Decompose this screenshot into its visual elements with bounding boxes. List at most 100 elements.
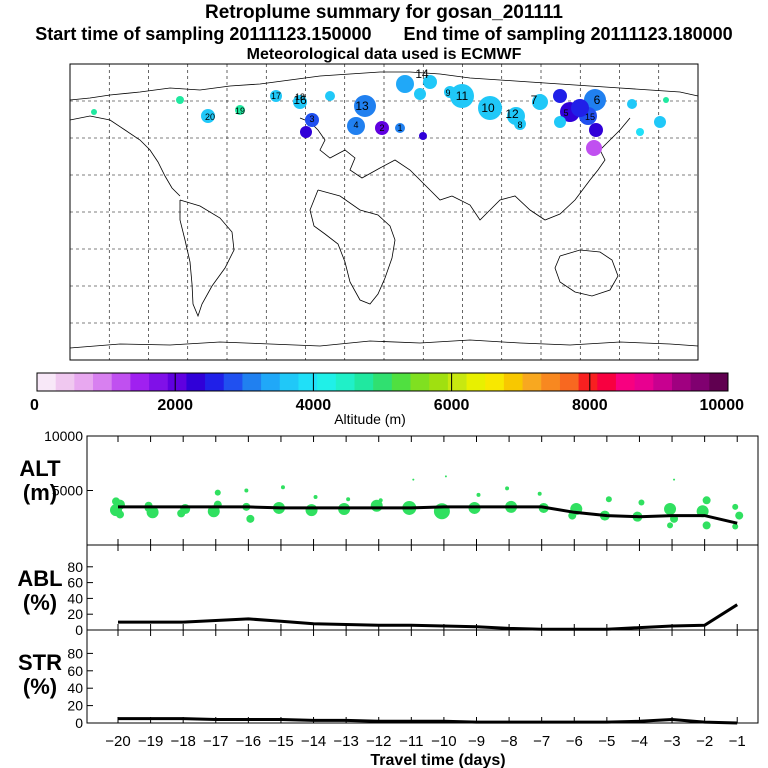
colorbar-swatch: [466, 373, 486, 391]
colorbar-label: Altitude (m): [334, 411, 406, 427]
x-tick-label: −11: [399, 733, 423, 750]
alt-series-line: [118, 505, 738, 525]
alt-scatter-point: [444, 475, 447, 478]
x-axis-label: Travel time (days): [370, 752, 505, 768]
colorbar-swatch: [111, 373, 131, 391]
y-axis-label: ALT: [19, 456, 61, 481]
alt-scatter-point: [280, 485, 285, 490]
plume-label: 15: [585, 112, 595, 122]
colorbar-swatch: [485, 373, 505, 391]
colorbar-tick-label: 8000: [572, 397, 608, 414]
colorbar-swatch: [429, 373, 449, 391]
plume-label: 12: [505, 107, 519, 121]
alt-scatter-point: [664, 503, 677, 516]
plume-label: 13: [355, 99, 369, 113]
plume-marker: [235, 105, 245, 115]
plume-marker: [663, 97, 669, 103]
colorbar-swatches: [37, 373, 729, 391]
colorbar-swatch: [261, 373, 281, 391]
x-tick-label: −14: [301, 733, 326, 750]
plume-marker: [444, 86, 456, 98]
x-tick-label: −9: [468, 733, 485, 750]
alt-scatter-point: [667, 522, 674, 529]
alt-scatter-point: [537, 491, 542, 496]
colorbar-swatch: [130, 373, 150, 391]
panel-alt: 5000 10000 ALT(m): [19, 428, 759, 546]
plume-marker: [375, 121, 389, 135]
x-tick-label: −8: [501, 733, 518, 750]
panel-frame: [86, 544, 759, 631]
colorbar-swatch: [671, 373, 692, 391]
x-tick-label: −6: [566, 733, 583, 750]
x-tick-label: −16: [236, 733, 261, 750]
plume-marker: [589, 123, 603, 137]
y-axis-label: STR: [18, 650, 62, 675]
alt-scatter-point: [673, 478, 676, 481]
plume-label: 14: [415, 67, 429, 81]
alt-scatter-point: [177, 509, 186, 518]
colorbar-tick-label: 6000: [434, 397, 470, 414]
plume-marker: [553, 89, 567, 103]
y-tick-label: 60: [67, 663, 83, 679]
y-axis-label: (%): [23, 674, 57, 699]
y-tick-label: 20: [67, 698, 83, 714]
colorbar-swatch: [186, 373, 206, 391]
plume-marker: [450, 84, 474, 108]
y-tick-label: 40: [67, 680, 83, 696]
plume-marker: [396, 75, 414, 93]
alt-scatter-point: [702, 496, 711, 505]
colorbar-tick-label: 2000: [157, 397, 193, 414]
colorbar-swatch: [597, 373, 617, 391]
colorbar-swatch: [410, 373, 430, 391]
colorbar-swatch: [634, 373, 654, 391]
colorbar-swatch: [167, 373, 187, 391]
time-series-panels: 500010000ALT(m)020406080ABL(%)020406080S…: [17, 428, 759, 768]
x-tick-label: −15: [268, 733, 293, 750]
colorbar-tick-label: 10000: [700, 397, 745, 414]
colorbar-swatch: [298, 373, 318, 391]
plume-label: 17: [271, 91, 281, 101]
colorbar-swatch: [447, 373, 467, 391]
y-tick-label: 80: [67, 559, 83, 575]
y-tick-label: 80: [67, 645, 83, 661]
coast-australia: [554, 249, 619, 297]
plume-label: 2: [379, 123, 384, 133]
colorbar-swatch: [354, 373, 374, 391]
plume-label: 3: [309, 114, 314, 124]
alt-scatter-point: [638, 499, 645, 506]
alt-scatter-point: [214, 489, 221, 496]
coast-n-america: [69, 115, 181, 197]
colorbar-tick-label: 0: [30, 397, 39, 414]
plume-label: 9: [445, 88, 450, 98]
y-axis-label: ABL: [17, 566, 62, 591]
plume-label: 18: [295, 92, 305, 102]
plume-marker: [584, 89, 606, 111]
colorbar: 0 2000 4000 6000 8000 10000 Altitude (m): [30, 372, 745, 427]
plume-marker: [586, 140, 602, 156]
x-tick-label: −19: [138, 733, 163, 750]
plume-label: 6: [594, 93, 601, 107]
colorbar-swatch: [653, 373, 673, 391]
x-tick-label: −18: [170, 733, 195, 750]
colorbar-swatch: [317, 373, 337, 391]
panel-frame: [86, 435, 759, 546]
plume-marker: [395, 123, 405, 133]
alt-scatter-point: [605, 496, 612, 503]
alt-scatter-point: [702, 521, 711, 530]
plume-marker: [414, 88, 426, 100]
x-tick-label: −5: [598, 733, 615, 750]
y-tick-label: 40: [67, 590, 83, 606]
x-tick-label: −12: [366, 733, 391, 750]
x-tick-label: −13: [333, 733, 358, 750]
x-tick-label: −3: [663, 733, 680, 750]
alt-scatter-point: [246, 514, 255, 523]
colorbar-swatch: [578, 373, 598, 391]
abl-series-line: [118, 603, 739, 631]
plume-marker: [305, 113, 319, 127]
colorbar-swatch: [391, 373, 411, 391]
plume-label: 16: [293, 93, 307, 107]
